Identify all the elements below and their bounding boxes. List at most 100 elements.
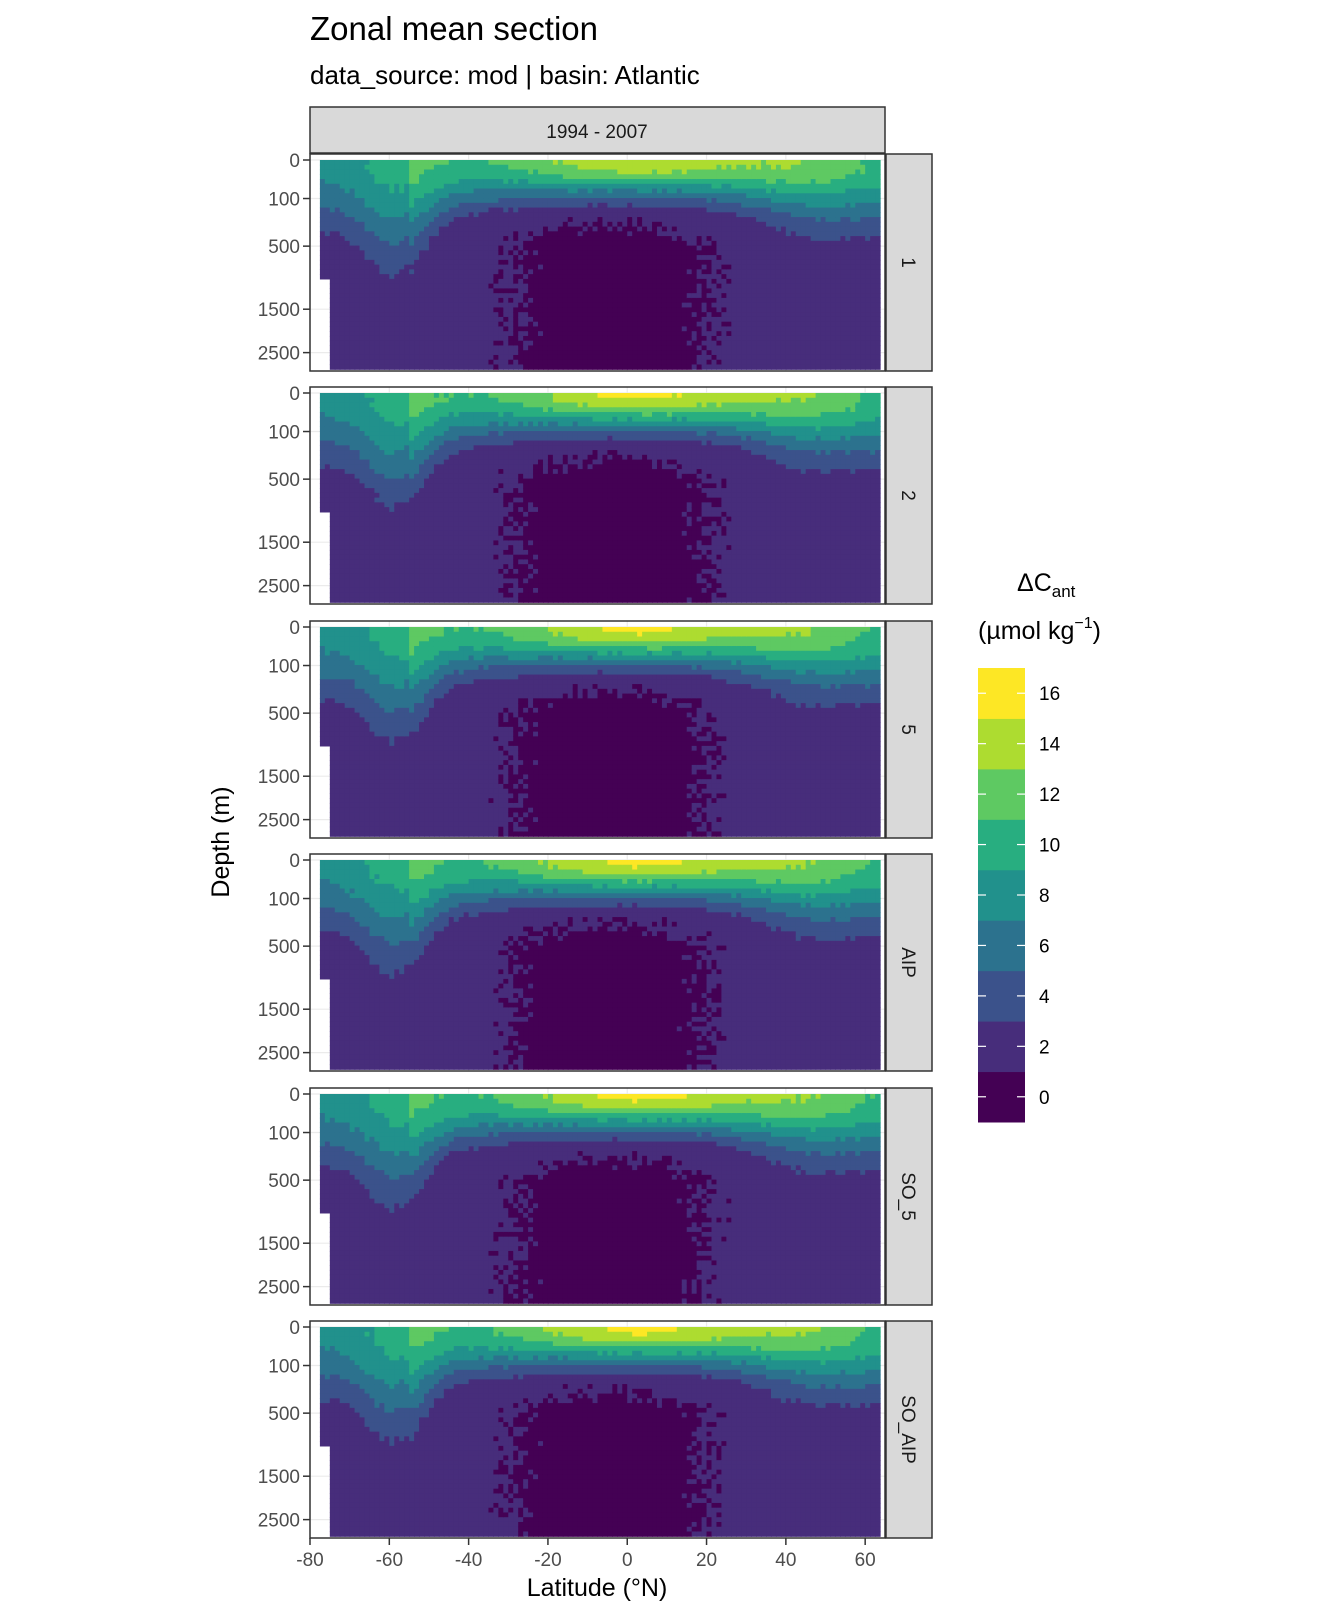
contour-cell [335, 198, 341, 203]
contour-cell [404, 307, 410, 312]
contour-cell [374, 184, 380, 189]
contour-cell [330, 293, 336, 298]
contour-cell [379, 222, 385, 227]
contour-cell [414, 203, 420, 208]
contour-cell [365, 208, 371, 213]
contour-cell [340, 179, 346, 184]
contour-cell [345, 345, 351, 350]
contour-cell [444, 222, 450, 227]
contour-cell [399, 345, 405, 350]
contour-cell [439, 284, 445, 289]
contour-cell [449, 250, 455, 255]
contour-cell [350, 284, 356, 289]
contour-cell [404, 312, 410, 317]
contour-cell [419, 241, 425, 246]
contour-cell [414, 364, 420, 369]
contour-cell [394, 265, 400, 270]
contour-cell [424, 179, 430, 184]
contour-cell [424, 317, 430, 322]
contour-cell [459, 227, 465, 232]
contour-cell [345, 165, 351, 170]
contour-cell [335, 341, 341, 346]
contour-cell [374, 193, 380, 198]
contour-cell [335, 322, 341, 327]
contour-cell [384, 241, 390, 246]
contour-cell [434, 246, 440, 251]
contour-cell [394, 212, 400, 217]
contour-cell [350, 312, 356, 317]
contour-cell [419, 345, 425, 350]
contour-cell [404, 345, 410, 350]
contour-cell [449, 222, 455, 227]
contour-cell [429, 189, 435, 194]
contour-cell [404, 279, 410, 284]
contour-cell [444, 231, 450, 236]
facet-panel-1: 1010050015002500 [258, 151, 932, 371]
contour-cell [454, 198, 460, 203]
contour-cell [414, 341, 420, 346]
contour-cell [335, 312, 341, 317]
contour-cell [365, 198, 371, 203]
contour-cell [350, 355, 356, 360]
contour-cell [379, 312, 385, 317]
contour-cell [340, 193, 346, 198]
contour-cell [369, 355, 375, 360]
contour-cell [439, 193, 445, 198]
contour-cell [389, 193, 395, 198]
contour-cell [454, 345, 460, 350]
contour-cell [379, 284, 385, 289]
contour-cell [360, 260, 366, 265]
contour-cell [444, 303, 450, 308]
contour-cell [404, 265, 410, 270]
contour-cell [399, 279, 405, 284]
contour-cell [419, 217, 425, 222]
contour-cell [459, 260, 465, 265]
contour-cell [439, 303, 445, 308]
contour-cell [369, 364, 375, 369]
contour-cell [374, 360, 380, 365]
contour-cell [424, 217, 430, 222]
contour-cell [454, 312, 460, 317]
contour-cell [335, 184, 341, 189]
contour-cell [414, 170, 420, 175]
contour-cell [409, 284, 415, 289]
contour-cell [459, 231, 465, 236]
contour-cell [434, 355, 440, 360]
contour-cell [369, 341, 375, 346]
contour-cell [360, 227, 366, 232]
contour-cell [340, 227, 346, 232]
contour-cell [355, 322, 361, 327]
contour-cell [439, 170, 445, 175]
contour-cell [384, 174, 390, 179]
contour-cell [389, 331, 395, 336]
contour-cell [444, 184, 450, 189]
contour-cell [365, 260, 371, 265]
contour-cell [325, 227, 331, 232]
contour-cell [389, 307, 395, 312]
contour-cell [399, 269, 405, 274]
contour-cell [454, 317, 460, 322]
contour-cell [434, 307, 440, 312]
contour-cell [340, 341, 346, 346]
contour-cell [379, 293, 385, 298]
contour-cell [374, 250, 380, 255]
contour-cell [429, 203, 435, 208]
contour-cell [454, 350, 460, 355]
contour-cell [449, 341, 455, 346]
contour-cell [394, 165, 400, 170]
contour-cell [335, 217, 341, 222]
contour-cell [409, 317, 415, 322]
contour-cell [360, 184, 366, 189]
contour-cell [325, 184, 331, 189]
contour-cell [369, 250, 375, 255]
contour-cell [434, 265, 440, 270]
contour-cell [444, 160, 450, 165]
contour-cell [355, 279, 361, 284]
contour-cell [464, 179, 470, 184]
contour-cell [350, 208, 356, 213]
contour-cell [330, 250, 336, 255]
contour-cell [320, 269, 326, 274]
contour-cell [340, 345, 346, 350]
contour-cell [434, 222, 440, 227]
contour-cell [429, 350, 435, 355]
